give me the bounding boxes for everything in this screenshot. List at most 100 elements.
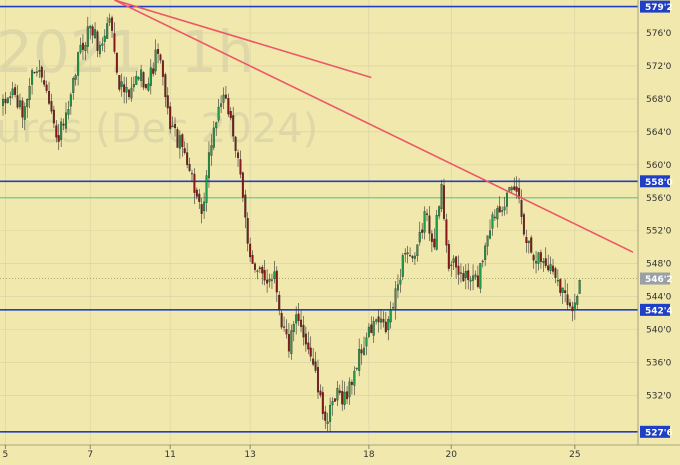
price-tags: 579'2 558'0 542'4 527'6 546'2 bbox=[640, 0, 673, 438]
candle-body bbox=[324, 411, 327, 421]
candle-body bbox=[503, 206, 506, 211]
candle-body bbox=[94, 29, 97, 39]
candle-body bbox=[278, 294, 281, 311]
candle-body bbox=[476, 275, 479, 287]
candle-body bbox=[251, 255, 254, 264]
candle-body bbox=[314, 361, 317, 371]
candle-body bbox=[561, 287, 564, 293]
candle-body bbox=[367, 326, 370, 337]
candle-body bbox=[127, 89, 130, 98]
trend-line[interactable] bbox=[114, 0, 634, 253]
candle-body bbox=[2, 98, 5, 106]
candle-body bbox=[159, 54, 162, 61]
candle-body bbox=[176, 129, 179, 148]
candle-body bbox=[72, 77, 75, 93]
candle-body bbox=[505, 192, 508, 207]
y-tick-label: 548'0 bbox=[646, 260, 672, 270]
price-axis[interactable]: 532'0 536'0 540'0 544'0 548'0 552'0 556'0 560'0… bbox=[646, 29, 672, 402]
candle-body bbox=[532, 255, 535, 261]
candle-body bbox=[181, 134, 184, 148]
candle-body bbox=[171, 125, 174, 128]
candle-body bbox=[304, 333, 307, 345]
candle-body bbox=[115, 52, 118, 73]
candle-body bbox=[479, 263, 482, 289]
candle-body bbox=[372, 321, 375, 336]
price-tag-label: 558'0 bbox=[645, 178, 673, 188]
price-tag-label: 546'2 bbox=[645, 275, 673, 285]
candle-body bbox=[152, 68, 155, 74]
candle-body bbox=[258, 267, 261, 270]
candle-body bbox=[474, 274, 477, 278]
candle-body bbox=[481, 260, 484, 263]
watermark-line1: 2021, 1h bbox=[0, 18, 254, 86]
candle-body bbox=[559, 279, 562, 293]
candle-body bbox=[353, 370, 356, 386]
candle-body bbox=[140, 69, 143, 81]
candle-body bbox=[55, 125, 58, 138]
candle-body bbox=[239, 159, 242, 175]
candle-body bbox=[166, 95, 169, 109]
candle-body bbox=[234, 136, 237, 151]
candle-body bbox=[491, 214, 494, 229]
candle-body bbox=[287, 334, 290, 352]
candle-body bbox=[203, 201, 206, 212]
candle-body bbox=[568, 302, 571, 307]
candle-body bbox=[401, 255, 404, 277]
candle-body bbox=[566, 294, 569, 305]
candle-body bbox=[549, 264, 552, 271]
candle-body bbox=[169, 106, 172, 129]
candle-body bbox=[261, 266, 264, 274]
trend-lines bbox=[114, 0, 634, 253]
candle-body bbox=[498, 206, 501, 213]
candle-body bbox=[578, 280, 581, 294]
candle-body bbox=[108, 18, 111, 23]
price-tag bbox=[640, 0, 670, 13]
candle-body bbox=[60, 121, 63, 140]
candle-body bbox=[343, 391, 346, 405]
candle-body bbox=[21, 100, 24, 118]
candle-body bbox=[440, 183, 443, 210]
candle-body bbox=[510, 187, 513, 190]
y-tick-label: 572'0 bbox=[646, 62, 672, 72]
candle-body bbox=[309, 347, 312, 357]
candle-body bbox=[358, 348, 361, 371]
candle-body bbox=[74, 75, 77, 80]
candle-body bbox=[382, 318, 385, 323]
candle-body bbox=[297, 313, 300, 321]
candle-body bbox=[89, 25, 92, 29]
candle-body bbox=[515, 186, 518, 192]
candle-body bbox=[266, 279, 269, 284]
candle-body bbox=[111, 17, 114, 31]
candle-body bbox=[486, 235, 489, 247]
candle-body bbox=[285, 329, 288, 335]
candle-body bbox=[539, 252, 542, 262]
candle-body bbox=[227, 98, 230, 115]
candle-body bbox=[379, 318, 382, 323]
candle-body bbox=[198, 193, 201, 202]
price-tag bbox=[640, 175, 670, 188]
candle-body bbox=[290, 330, 293, 354]
y-tick-label: 536'0 bbox=[646, 359, 672, 369]
time-axis[interactable]: 5 7 11 13 18 20 25 bbox=[3, 445, 581, 460]
candle-body bbox=[132, 84, 135, 88]
trend-line[interactable] bbox=[114, 0, 372, 79]
price-tag bbox=[640, 272, 670, 285]
candle-body bbox=[9, 96, 12, 98]
candle-body bbox=[91, 26, 94, 36]
candle-body bbox=[377, 316, 380, 323]
candle-body bbox=[547, 265, 550, 271]
candle-body bbox=[329, 405, 332, 422]
candle-body bbox=[103, 35, 106, 42]
candle-body bbox=[462, 273, 465, 282]
candle-body bbox=[542, 261, 545, 263]
y-tick-label: 564'0 bbox=[646, 128, 672, 138]
candle-body bbox=[207, 152, 210, 179]
candle-body bbox=[457, 265, 460, 275]
candle-body bbox=[161, 60, 164, 77]
candle-body bbox=[249, 243, 252, 258]
candle-body bbox=[363, 347, 366, 355]
candle-body bbox=[77, 52, 80, 76]
price-tag-label: 542'4 bbox=[645, 306, 673, 316]
candle-body bbox=[86, 26, 89, 47]
